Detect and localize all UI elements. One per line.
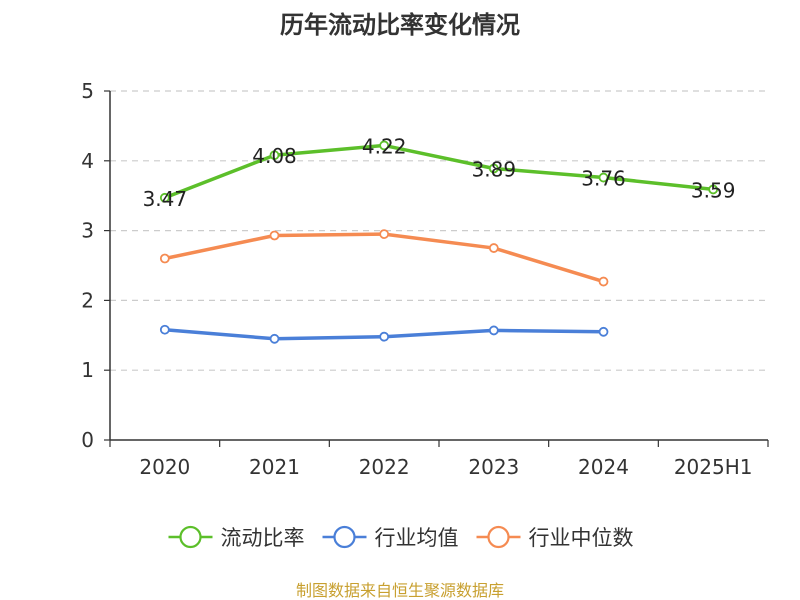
data-label: 4.08 [252, 144, 297, 168]
data-point [488, 163, 499, 174]
data-point [379, 140, 390, 151]
y-tick-label: 1 [81, 358, 94, 382]
y-tick-label: 2 [81, 288, 94, 312]
y-tick-label: 3 [81, 219, 94, 243]
data-point [159, 192, 170, 203]
x-tick-label: 2024 [578, 455, 629, 479]
x-tick-label: 2023 [468, 455, 519, 479]
legend-label: 行业均值 [375, 526, 459, 550]
x-tick-label: 2020 [139, 455, 190, 479]
data-point [598, 276, 609, 287]
series-lines [159, 140, 719, 344]
data-label: 3.76 [581, 167, 626, 191]
legend-label: 行业中位数 [529, 526, 634, 550]
data-point [269, 150, 280, 161]
legend: 流动比率 行业均值 行业中位数 [168, 525, 634, 550]
data-point [379, 331, 390, 342]
data-point [488, 243, 499, 253]
data-point [379, 229, 390, 239]
source-note: 制图数据来自恒生聚源数据库 [296, 581, 504, 600]
data-point [159, 324, 170, 335]
legend-item-2: 行业均值 [322, 525, 459, 550]
data-point [159, 253, 170, 264]
data-point [708, 184, 719, 195]
data-label: 3.89 [472, 157, 517, 181]
series-line-1 [164, 143, 714, 200]
data-point [598, 326, 609, 337]
chart-title: 历年流动比率变化情况 [280, 11, 520, 39]
series-line-3 [164, 232, 605, 284]
axes: 0 1 2 3 4 5 2020 2021 2022 2023 2024 2025H1 [81, 79, 769, 479]
legend-marker [179, 525, 202, 549]
y-tick-label: 0 [81, 428, 94, 452]
data-labels: 3.47 4.08 4.22 3.89 3.76 3.59 [143, 134, 736, 210]
legend-label: 流动比率 [221, 526, 305, 550]
data-label: 3.47 [143, 187, 188, 211]
y-tick-label: 4 [81, 149, 94, 173]
legend-marker [333, 525, 356, 549]
gridlines [110, 90, 768, 371]
data-label: 4.22 [362, 134, 407, 158]
data-point [488, 325, 499, 336]
legend-marker [487, 525, 510, 549]
legend-item-3: 行业中位数 [476, 525, 634, 550]
data-point [269, 333, 280, 344]
x-tick-label: 2021 [249, 455, 300, 479]
x-tick-label: 2025H1 [674, 455, 753, 479]
y-tick-label: 5 [81, 79, 94, 103]
data-label: 3.59 [691, 178, 736, 202]
data-point [269, 230, 280, 241]
x-tick-label: 2022 [359, 455, 410, 479]
legend-item-1: 流动比率 [168, 525, 305, 550]
data-point [598, 172, 609, 183]
